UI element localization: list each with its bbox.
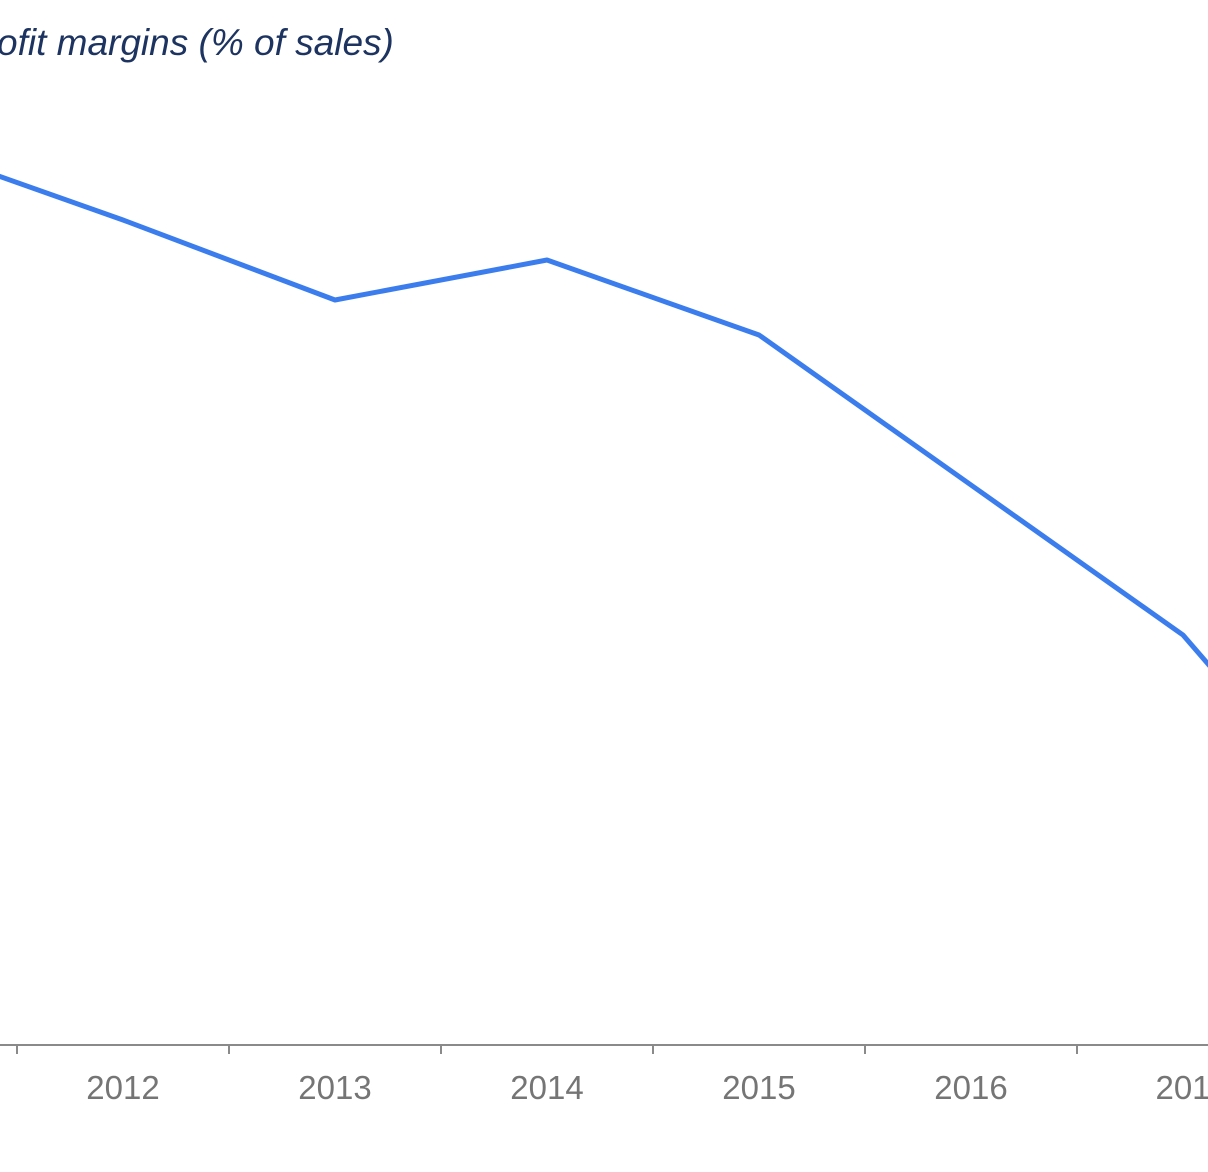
x-tick-label: 2012 — [86, 1069, 159, 1106]
x-tick-label: 2015 — [722, 1069, 795, 1106]
x-tick-label: 2014 — [510, 1069, 583, 1106]
x-tick-label: 2016 — [934, 1069, 1007, 1106]
x-tick-label: 201 — [1155, 1069, 1208, 1106]
x-tick-label: 2013 — [298, 1069, 371, 1106]
data-line — [0, 173, 1208, 668]
chart-title: ofit margins (% of sales) — [0, 22, 394, 63]
